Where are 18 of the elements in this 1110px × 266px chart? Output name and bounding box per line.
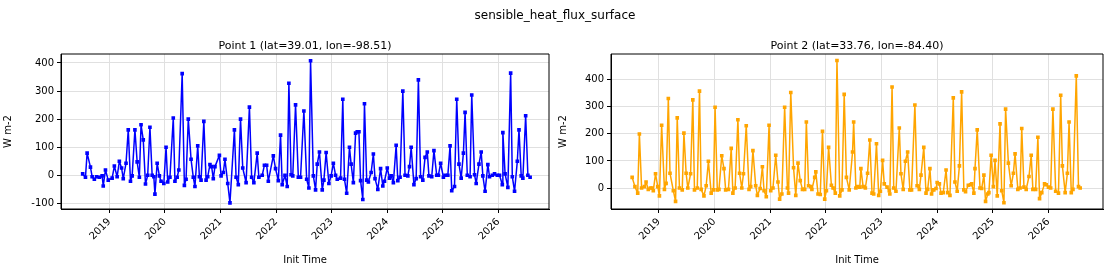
y-tick-label: 300 (584, 99, 604, 111)
y-tick-label: 300 (34, 84, 54, 96)
y-axis-title: W m-2 (556, 115, 568, 148)
x-axis-title: Init Time (835, 253, 879, 265)
y-tick-label: 100 (34, 140, 54, 152)
y-tick-label: 200 (584, 127, 604, 139)
y-tick-label: -100 (31, 196, 54, 208)
y-tick-label: 400 (34, 56, 54, 68)
chart-title: Point 2 (lat=33.76, lon=-84.40) (769, 39, 945, 52)
text: sensible_heat_flux_surface (473, 8, 637, 22)
x-axis-title: Init Time (283, 253, 327, 265)
y-tick-label: 400 (584, 72, 604, 84)
y-axis-title: W m-2 (1, 115, 13, 148)
y-tick-label: 0 (47, 168, 54, 180)
chart-title: Point 1 (lat=39.01, lon=-98.51) (217, 39, 393, 52)
y-tick-label: 100 (584, 154, 604, 166)
y-tick-label: 200 (34, 112, 54, 124)
y-tick-label: 0 (597, 181, 604, 193)
